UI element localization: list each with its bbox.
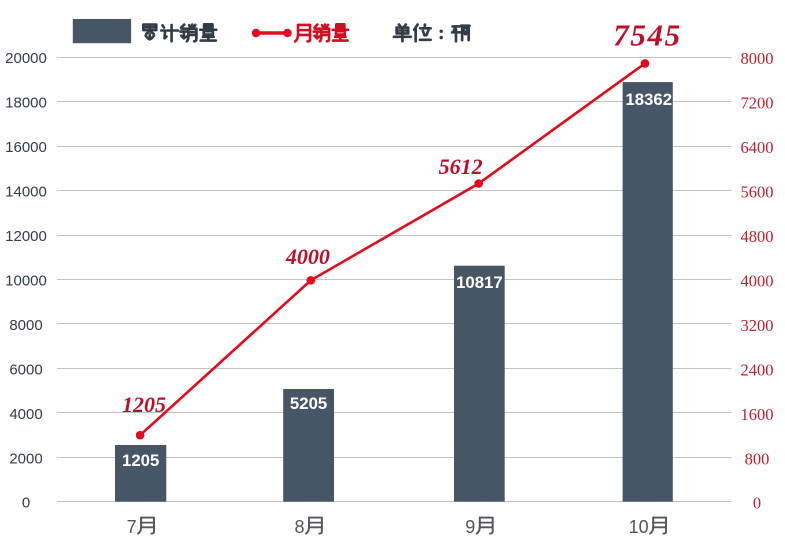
svg-text:1205: 1205 xyxy=(122,451,159,470)
svg-text:10000: 10000 xyxy=(5,272,47,289)
svg-text:14000: 14000 xyxy=(5,184,47,201)
svg-text:0: 0 xyxy=(22,495,30,512)
svg-text:8: 8 xyxy=(295,517,305,537)
svg-text:4800: 4800 xyxy=(741,227,774,246)
svg-text:1205: 1205 xyxy=(122,392,166,417)
svg-text:12000: 12000 xyxy=(5,228,47,245)
svg-text:0: 0 xyxy=(753,494,761,513)
svg-text:7: 7 xyxy=(127,517,137,537)
svg-text:10817: 10817 xyxy=(456,273,503,292)
svg-text:7200: 7200 xyxy=(741,94,774,113)
svg-text:800: 800 xyxy=(745,449,770,468)
svg-text:5600: 5600 xyxy=(741,183,774,202)
svg-text:18000: 18000 xyxy=(5,95,47,112)
svg-text:20000: 20000 xyxy=(5,50,47,67)
svg-text:5612: 5612 xyxy=(439,154,483,179)
svg-text:4000: 4000 xyxy=(9,406,42,423)
svg-text:8000: 8000 xyxy=(9,317,42,334)
svg-text:4000: 4000 xyxy=(741,271,774,290)
svg-text:16000: 16000 xyxy=(5,139,47,156)
svg-text:7545: 7545 xyxy=(613,18,681,53)
svg-text:6400: 6400 xyxy=(741,138,774,157)
svg-text:10: 10 xyxy=(629,517,649,537)
svg-text:4000: 4000 xyxy=(285,244,330,269)
svg-text:5205: 5205 xyxy=(290,394,327,413)
svg-text:2400: 2400 xyxy=(741,360,774,379)
svg-text:6000: 6000 xyxy=(9,361,42,378)
svg-text:18362: 18362 xyxy=(625,90,672,109)
svg-text:3200: 3200 xyxy=(741,316,774,335)
svg-text:9: 9 xyxy=(465,517,475,537)
svg-text:1600: 1600 xyxy=(741,405,774,424)
svg-text:8000: 8000 xyxy=(741,49,774,68)
svg-text:2000: 2000 xyxy=(9,450,42,467)
